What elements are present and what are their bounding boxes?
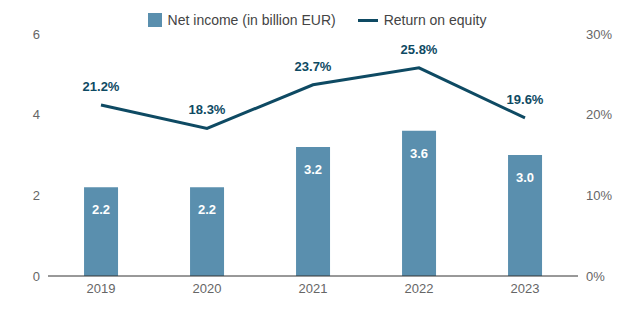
svg-text:23.7%: 23.7% (295, 59, 332, 74)
svg-text:2021: 2021 (299, 281, 328, 296)
svg-text:25.8%: 25.8% (401, 42, 438, 57)
svg-text:6: 6 (33, 27, 40, 42)
html-text:Net income (in billion EUR): Net income (in billion EUR) (167, 12, 336, 28)
svg-text:2.2: 2.2 (198, 202, 216, 217)
svg-text:20%: 20% (586, 107, 612, 122)
svg-text:0%: 0% (586, 269, 605, 284)
svg-text:3.2: 3.2 (304, 162, 322, 177)
svg-text:3.6: 3.6 (410, 146, 428, 161)
svg-text:2023: 2023 (511, 281, 540, 296)
svg-text:2.2: 2.2 (92, 202, 110, 217)
svg-text:10%: 10% (586, 188, 612, 203)
svg-text:2022: 2022 (405, 281, 434, 296)
svg-text:2020: 2020 (193, 281, 222, 296)
html-text:Return on equity: Return on equity (383, 12, 487, 28)
svg-text:19.6%: 19.6% (507, 92, 544, 107)
svg-text:0: 0 (33, 269, 40, 284)
svg-text:3.0: 3.0 (516, 170, 534, 185)
svg-text:30%: 30% (586, 27, 612, 42)
svg-text:18.3%: 18.3% (189, 102, 226, 117)
svg-text:4: 4 (33, 107, 40, 122)
svg-text:2019: 2019 (87, 281, 116, 296)
svg-text:21.2%: 21.2% (83, 79, 120, 94)
svg-text:2: 2 (33, 188, 40, 203)
